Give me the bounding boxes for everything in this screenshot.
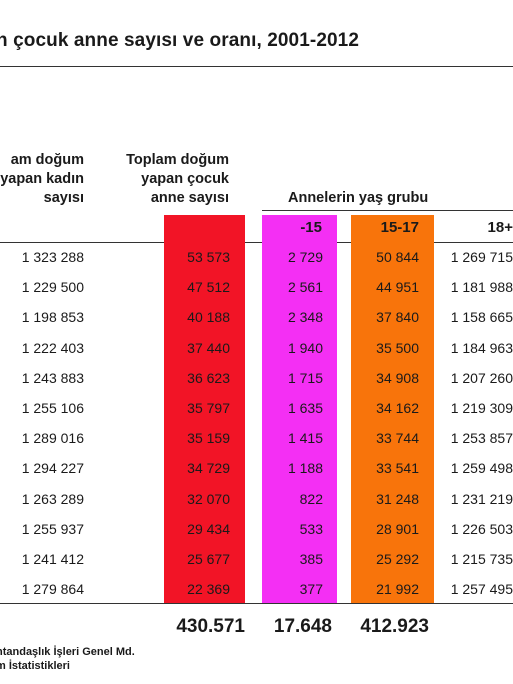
table-cell-age-under-15: 822: [299, 490, 323, 507]
header-child-line-1: Toplam doğum: [126, 152, 229, 168]
table-cell-age-under-15: 1 415: [287, 430, 323, 447]
table-cell-child-mothers: 47 512: [187, 279, 230, 296]
table-cell-age-18-plus: 1 269 715: [450, 249, 513, 265]
header-women-births: am doğum yapan kadın sayısı: [0, 151, 84, 208]
table-cell-age-15-17: 25 292: [376, 551, 419, 567]
table-cell-age-under-15: 2 348: [287, 309, 323, 326]
header-age-under-15: -15: [300, 219, 322, 236]
header-women-line-2: yapan kadın: [0, 171, 84, 187]
column-highlight-total-child-mothers: [164, 215, 245, 603]
table-cell-age-15-17: 44 951: [376, 279, 419, 296]
table-cell-age-under-15: 1 188: [287, 460, 323, 477]
header-women-line-1: am doğum: [10, 152, 84, 168]
title-divider: [0, 66, 513, 67]
table-cell-women-births: 1 243 883: [21, 369, 84, 386]
total-under-15: 17.648: [273, 616, 332, 637]
table-cell-child-mothers: 40 188: [187, 309, 230, 326]
table-cell-age-15-17: 34 908: [376, 369, 419, 386]
table-cell-age-15-17: 28 901: [376, 520, 419, 537]
table-cell-women-births: 1 289 016: [21, 430, 84, 447]
header-child-line-2: yapan çocuk: [141, 171, 229, 187]
source-line-2: m İstatistikleri: [0, 660, 70, 672]
table-cell-age-15-17: 34 162: [376, 400, 419, 416]
table-cell-age-15-17: 50 844: [376, 249, 419, 265]
table-cell-child-mothers: 36 623: [187, 369, 230, 386]
table-cell-age-18-plus: 1 219 309: [450, 400, 513, 416]
column-highlight-15-17: [351, 215, 434, 603]
table-cell-women-births: 1 255 106: [21, 400, 84, 416]
table-cell-age-under-15: 533: [299, 520, 323, 537]
table-cell-child-mothers: 25 677: [187, 551, 230, 567]
table-cell-age-18-plus: 1 207 260: [450, 369, 513, 386]
table-bottom-divider: [0, 603, 513, 604]
column-highlight-under-15: [262, 215, 337, 603]
header-women-line-3: sayısı: [43, 190, 84, 206]
table-title: n çocuk anne sayısı ve oranı, 2001-2012: [0, 30, 359, 51]
table-cell-age-15-17: 31 248: [376, 490, 419, 507]
source-line-1: ntandaşlık İşleri Genel Md.: [0, 646, 135, 658]
table-cell-child-mothers: 32 070: [187, 490, 230, 507]
table-cell-age-under-15: 385: [299, 551, 323, 567]
table-cell-women-births: 1 279 864: [21, 581, 84, 598]
table-cell-age-under-15: 377: [299, 581, 323, 598]
header-age-18-plus: 18+: [487, 219, 513, 236]
table-cell-child-mothers: 37 440: [187, 339, 230, 356]
table-cell-women-births: 1 323 288: [21, 249, 84, 265]
header-child-line-3: anne sayısı: [150, 190, 229, 206]
age-group-divider: [262, 210, 513, 211]
table-cell-child-mothers: 35 159: [187, 430, 230, 447]
table-cell-age-15-17: 21 992: [376, 581, 419, 598]
table-cell-child-mothers: 34 729: [187, 460, 230, 477]
table-cell-women-births: 1 294 227: [21, 460, 84, 477]
header-age-15-17: 15-17: [380, 219, 419, 236]
table-cell-age-under-15: 1 940: [287, 339, 323, 356]
table-cell-age-18-plus: 1 215 735: [450, 551, 513, 567]
table-cell-age-15-17: 33 541: [376, 460, 419, 477]
table-cell-age-15-17: 37 840: [376, 309, 419, 326]
table-cell-child-mothers: 22 369: [187, 581, 230, 598]
table-cell-age-18-plus: 1 158 665: [450, 309, 513, 326]
table-cell-age-under-15: 2 561: [287, 279, 323, 296]
table-cell-age-under-15: 2 729: [287, 249, 323, 265]
total-15-17: 412.923: [360, 616, 429, 637]
table-cell-women-births: 1 241 412: [21, 551, 84, 567]
table-cell-age-15-17: 33 744: [376, 430, 419, 447]
header-age-group: Annelerin yaş grubu: [288, 190, 429, 206]
header-child-mothers: Toplam doğum yapan çocuk anne sayısı: [103, 151, 229, 208]
table-cell-age-under-15: 1 715: [287, 369, 323, 386]
total-child-mothers: 430.571: [176, 616, 245, 637]
table-cell-child-mothers: 35 797: [187, 400, 230, 416]
table-cell-women-births: 1 229 500: [21, 279, 84, 296]
table-cell-child-mothers: 53 573: [187, 249, 230, 265]
table-cell-age-18-plus: 1 184 963: [450, 339, 513, 356]
table-cell-age-18-plus: 1 181 988: [450, 279, 513, 296]
table-cell-women-births: 1 263 289: [21, 490, 84, 507]
table-cell-age-15-17: 35 500: [376, 339, 419, 356]
table-cell-age-18-plus: 1 259 498: [450, 460, 513, 477]
table-cell-age-under-15: 1 635: [287, 400, 323, 416]
header-divider: [0, 242, 513, 243]
table-cell-age-18-plus: 1 231 219: [450, 490, 513, 507]
table-cell-age-18-plus: 1 253 857: [450, 430, 513, 447]
table-cell-women-births: 1 255 937: [21, 520, 84, 537]
table-cell-women-births: 1 222 403: [21, 339, 84, 356]
table-cell-child-mothers: 29 434: [187, 520, 230, 537]
table-cell-women-births: 1 198 853: [21, 309, 84, 326]
table-cell-age-18-plus: 1 226 503: [450, 520, 513, 537]
table-cell-age-18-plus: 1 257 495: [450, 581, 513, 598]
